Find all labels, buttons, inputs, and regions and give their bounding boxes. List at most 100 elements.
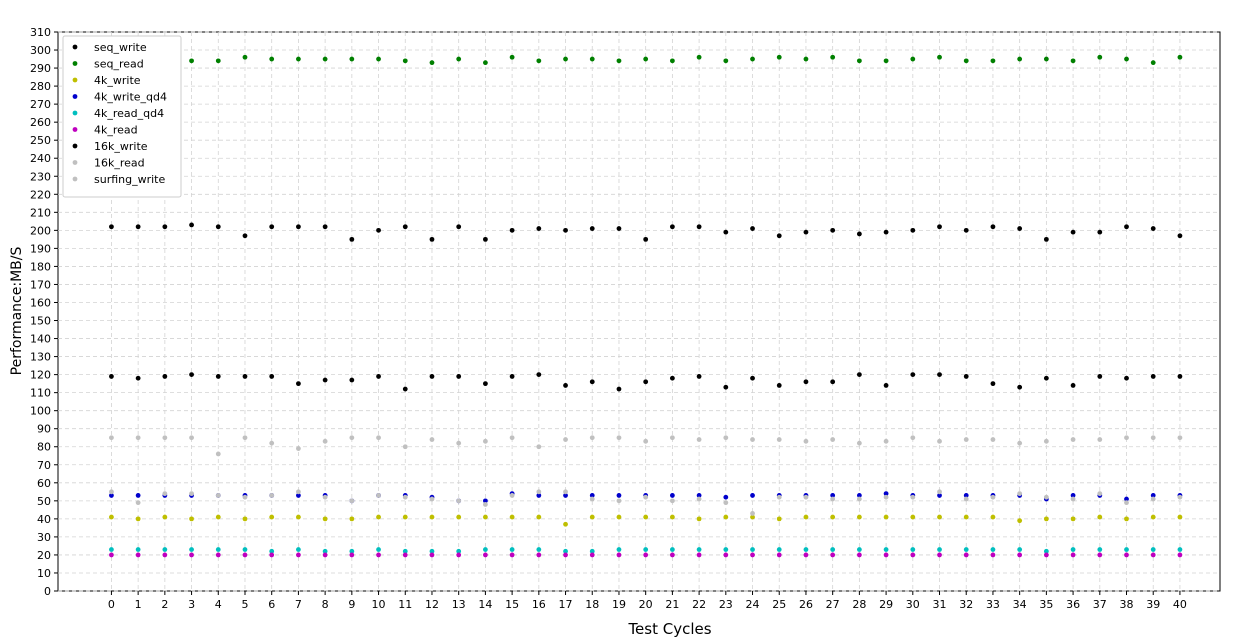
y-tick-label: 110 (30, 387, 51, 400)
point (910, 227, 916, 233)
point (963, 547, 969, 552)
x-tick-label: 34 (1013, 598, 1027, 611)
y-tick-label: 170 (30, 278, 51, 291)
x-tick-label: 25 (772, 598, 786, 611)
x-tick-label: 15 (505, 598, 519, 611)
legend-marker (72, 77, 78, 83)
point (1150, 547, 1156, 552)
point (1124, 500, 1129, 506)
x-tick-label: 35 (1039, 598, 1053, 611)
x-tick-label: 1 (135, 598, 142, 611)
point (402, 444, 408, 450)
point (1124, 56, 1129, 62)
point (1043, 494, 1049, 500)
point (563, 227, 568, 233)
point (883, 514, 889, 520)
point (296, 552, 301, 558)
point (322, 548, 328, 554)
y-tick-label: 30 (37, 531, 51, 544)
point (1017, 491, 1023, 497)
point (135, 493, 141, 498)
point (643, 547, 649, 552)
point (937, 547, 942, 552)
point (162, 552, 168, 558)
y-tick-label: 260 (30, 116, 51, 129)
point (1070, 493, 1076, 498)
point (669, 514, 675, 520)
point (723, 229, 729, 235)
point (856, 372, 862, 378)
point (1070, 496, 1076, 502)
point (589, 226, 595, 231)
x-tick-label: 21 (665, 598, 679, 611)
point (589, 56, 595, 62)
point (723, 514, 729, 520)
point (1150, 514, 1156, 520)
y-tick-label: 200 (30, 224, 51, 237)
point (162, 547, 168, 552)
point (669, 498, 675, 504)
point (376, 435, 381, 441)
x-tick-label: 14 (478, 598, 492, 611)
point (269, 493, 275, 498)
legend-label: 4k_read_qd4 (94, 107, 164, 120)
legend-marker (72, 94, 78, 99)
x-tick-label: 31 (933, 598, 947, 611)
point (616, 514, 622, 520)
point (616, 435, 622, 441)
point (750, 511, 755, 516)
point (242, 547, 248, 552)
point (162, 491, 168, 497)
point (696, 224, 702, 230)
point (830, 54, 836, 60)
point (803, 379, 809, 385)
point (616, 498, 622, 504)
point (643, 379, 649, 385)
y-tick-label: 220 (30, 188, 51, 201)
x-tick-label: 9 (348, 598, 355, 611)
point (483, 552, 488, 558)
point (376, 493, 381, 498)
point (509, 227, 515, 233)
point (696, 493, 702, 498)
point (509, 435, 515, 441)
point (990, 514, 996, 520)
point (990, 224, 996, 230)
point (563, 56, 568, 62)
point (483, 236, 488, 242)
point (830, 227, 836, 233)
x-tick-label: 36 (1066, 598, 1080, 611)
point (402, 552, 408, 558)
point (269, 440, 275, 446)
point (536, 493, 542, 498)
point (429, 552, 435, 558)
point (242, 374, 248, 379)
point (803, 494, 809, 500)
point (696, 54, 702, 60)
point (910, 552, 916, 558)
point (349, 56, 355, 62)
point (269, 56, 275, 62)
point (589, 552, 595, 558)
point (1177, 374, 1183, 379)
point (1017, 226, 1023, 231)
point (242, 435, 248, 441)
point (643, 56, 649, 62)
y-tick-label: 290 (30, 62, 51, 75)
x-tick-label: 39 (1146, 598, 1160, 611)
point (242, 516, 248, 522)
point (643, 438, 649, 444)
point (856, 440, 862, 446)
point (750, 514, 755, 520)
point (830, 547, 836, 552)
x-tick-label: 2 (161, 598, 168, 611)
point (669, 58, 675, 64)
point (1043, 438, 1049, 444)
point (616, 58, 622, 64)
point (242, 494, 248, 500)
point (589, 548, 595, 554)
x-tick-label: 4 (215, 598, 222, 611)
point (1097, 552, 1103, 558)
x-tick-label: 23 (719, 598, 733, 611)
